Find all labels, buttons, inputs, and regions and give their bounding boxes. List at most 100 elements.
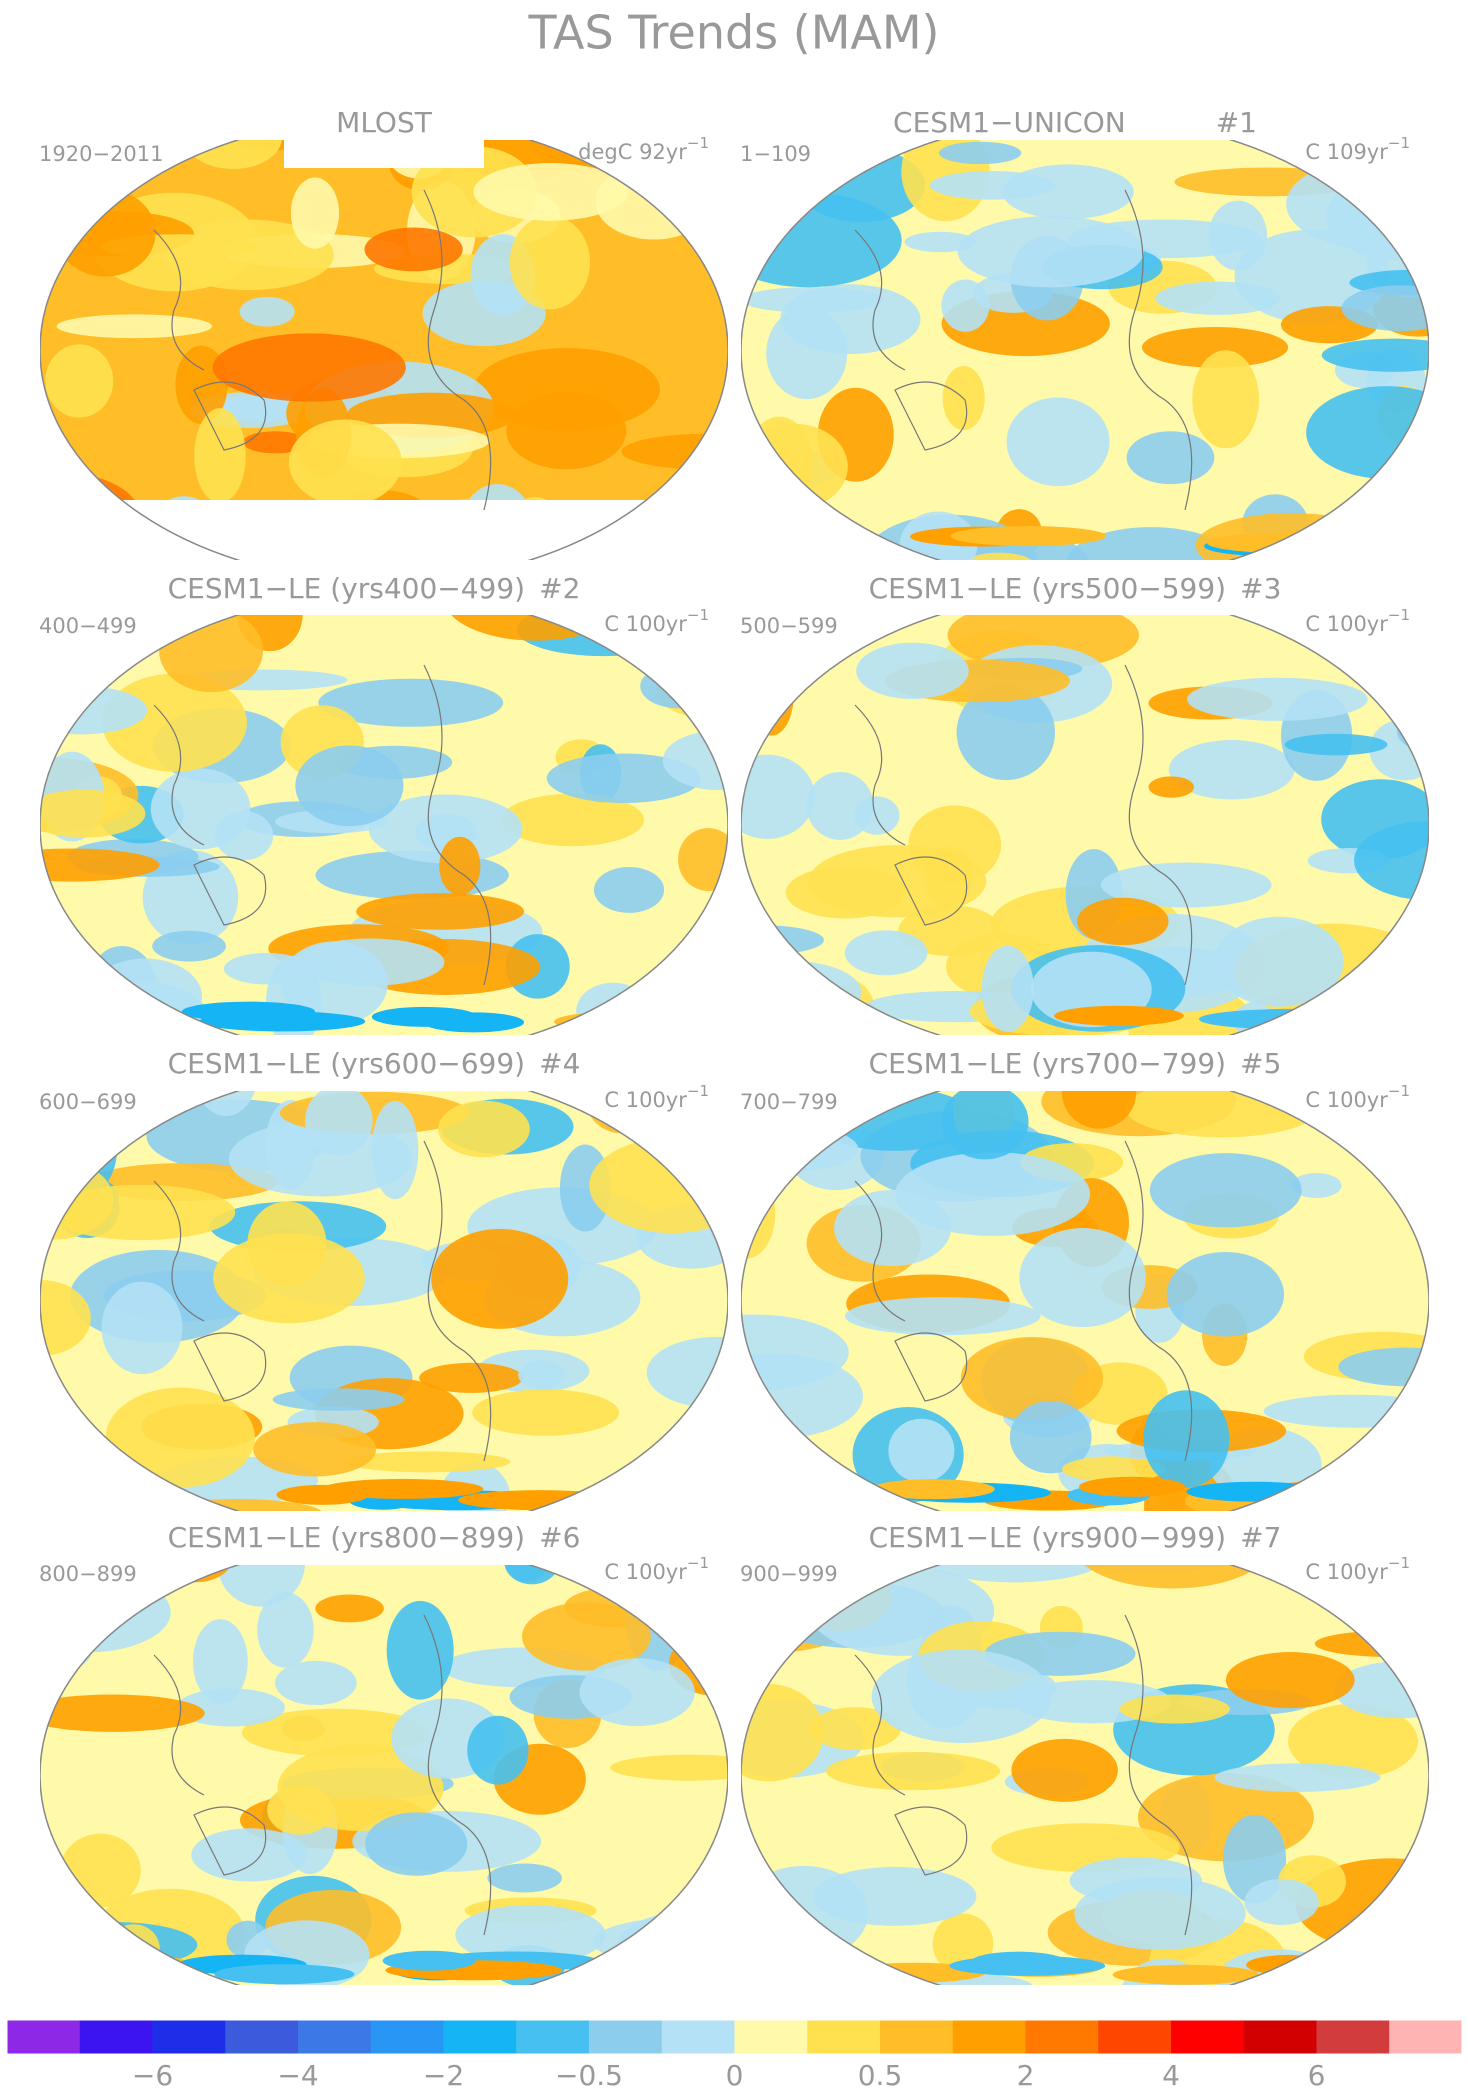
field-blob xyxy=(1155,281,1281,315)
field-blob xyxy=(455,1904,606,1965)
field-blob xyxy=(1214,916,1344,1007)
field-blob xyxy=(40,848,160,882)
field-blob xyxy=(1333,1661,1429,1719)
polar-blob xyxy=(771,535,873,556)
field-blob xyxy=(1119,1694,1230,1724)
panel-title: MLOST xyxy=(336,106,433,139)
field-blob xyxy=(1291,1173,1342,1198)
map-clip xyxy=(40,1565,728,2018)
colorbar-box xyxy=(1098,2020,1172,2054)
period-label: 400−499 xyxy=(39,614,137,638)
field-blob xyxy=(929,170,1055,200)
field-blob xyxy=(364,227,463,272)
polar-blob xyxy=(111,1014,203,1035)
field-blob xyxy=(242,431,309,454)
colorbar-tick-label: 2 xyxy=(1017,2059,1035,2092)
units-label: C 100yr−1 xyxy=(1305,606,1410,637)
field-blob xyxy=(741,754,815,839)
field-blob xyxy=(701,506,728,560)
units-label: C 100yr−1 xyxy=(1305,1082,1410,1113)
polar-blob xyxy=(1198,1009,1373,1030)
units-text: C 109yr xyxy=(1305,140,1388,164)
coastline xyxy=(153,189,492,511)
field-blob xyxy=(88,958,203,1035)
field-blob xyxy=(626,515,724,545)
missing-data xyxy=(40,500,728,560)
colorbar-box xyxy=(880,2020,954,2054)
field-blob xyxy=(741,960,862,1024)
field-blob xyxy=(257,1592,314,1668)
field-blob xyxy=(247,1201,327,1287)
field-blob xyxy=(1357,1000,1410,1035)
field-blob xyxy=(1313,975,1429,1035)
field-blob xyxy=(1225,1652,1355,1709)
field-blob xyxy=(295,938,445,986)
period-label: 1920−2011 xyxy=(39,142,163,166)
polar-blob xyxy=(1283,539,1429,560)
field-blob xyxy=(108,1924,160,1974)
field-blob xyxy=(678,828,728,891)
panel-number: #7 xyxy=(1240,1521,1281,1554)
panel-title-text: CESM1−LE (yrs400−499) xyxy=(168,572,526,605)
field-blob xyxy=(267,1784,333,1835)
polar-blob xyxy=(629,1479,728,1500)
colorbar-box xyxy=(443,2020,517,2054)
units-label: degC 92yr−1 xyxy=(578,134,709,165)
map-clip xyxy=(741,140,1429,560)
field-blob xyxy=(1244,1878,1319,1926)
units-exponent: −1 xyxy=(687,134,709,152)
field-blob xyxy=(105,1387,255,1488)
field-blob xyxy=(766,307,848,400)
field-blob xyxy=(657,655,728,695)
field-blob xyxy=(315,1594,384,1623)
field-blob xyxy=(589,1137,728,1234)
polar-blob xyxy=(199,1011,366,1032)
map-outline xyxy=(741,1091,1429,1511)
colorbar-box xyxy=(1316,2020,1390,2054)
field-blob xyxy=(64,1991,137,2018)
field-blob xyxy=(184,140,283,169)
colorbar-box xyxy=(589,2020,663,2054)
units-label: C 100yr−1 xyxy=(1305,1554,1410,1585)
field-blob xyxy=(1100,862,1272,908)
polar-blob xyxy=(949,1955,1106,1976)
panel-title: CESM1−LE (yrs500−599) #3 xyxy=(869,572,1282,605)
field-blob xyxy=(504,1565,560,1585)
colorbar-tick-label: −6 xyxy=(132,2059,173,2092)
field-blob xyxy=(783,140,861,179)
panel-title-text: CESM1−LE (yrs600−699) xyxy=(168,1047,526,1080)
colorbar-box xyxy=(7,2020,81,2054)
field-blob xyxy=(546,753,701,804)
field-blob xyxy=(501,793,644,847)
field-blob xyxy=(1166,1251,1285,1337)
units-text: C 100yr xyxy=(604,612,687,636)
field-blob xyxy=(1066,527,1236,560)
map xyxy=(40,615,728,1035)
polar-blob xyxy=(40,1952,155,1973)
units-text: C 100yr xyxy=(1305,1088,1388,1112)
map-clip xyxy=(741,615,1429,1035)
units-label: C 100yr−1 xyxy=(604,606,709,637)
coastline xyxy=(153,1614,492,1936)
colorbar-box xyxy=(516,2020,590,2054)
field-blob xyxy=(371,1100,419,1200)
field-blob xyxy=(40,1922,198,1968)
field-blob xyxy=(1270,1028,1347,1035)
field-blob xyxy=(741,925,824,955)
polar-blob xyxy=(276,1484,369,1505)
field-blob xyxy=(871,1649,1052,1744)
field-blob xyxy=(1284,733,1388,756)
field-blob xyxy=(640,664,718,709)
colorbar-tick-label: 0 xyxy=(726,2059,744,2092)
field-blob xyxy=(40,686,148,735)
field-blob xyxy=(290,177,340,249)
field-blob xyxy=(1288,1703,1418,1779)
field-blob xyxy=(1168,740,1295,800)
panel-title: CESM1−LE (yrs800−899) #6 xyxy=(168,1521,581,1554)
field-blob xyxy=(579,1658,695,1727)
map xyxy=(40,140,728,560)
field-blob xyxy=(957,216,1144,288)
units-label: C 100yr−1 xyxy=(604,1554,709,1585)
field-blob xyxy=(591,1484,636,1511)
field-blob xyxy=(192,1619,248,1704)
